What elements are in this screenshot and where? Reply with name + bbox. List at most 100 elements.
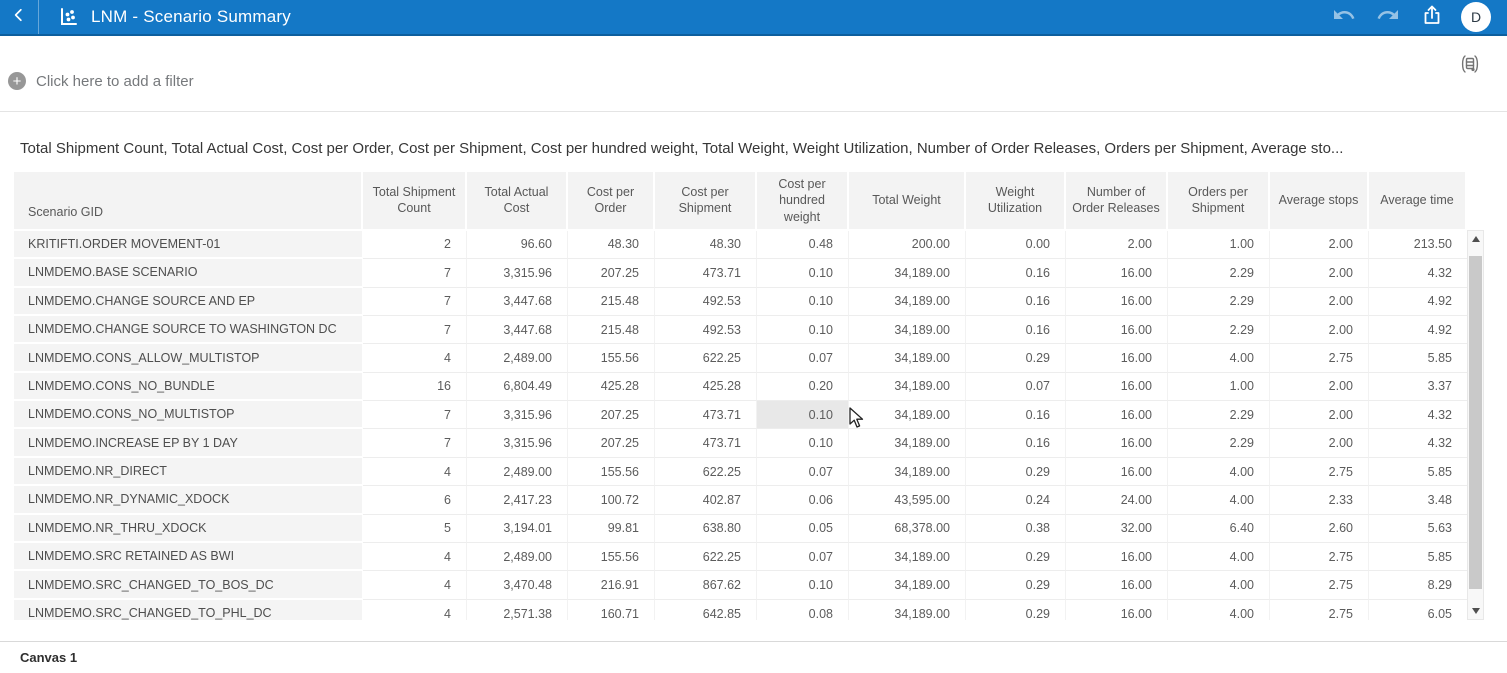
column-header[interactable]: Average time	[1369, 172, 1467, 231]
value-cell[interactable]: 6	[363, 486, 467, 515]
value-cell[interactable]: 0.16	[966, 315, 1066, 345]
value-cell[interactable]: 473.71	[655, 401, 757, 430]
value-cell[interactable]: 0.20	[757, 372, 849, 402]
column-header[interactable]: Scenario GID	[14, 172, 363, 231]
value-cell[interactable]: 473.71	[655, 429, 757, 458]
value-cell[interactable]: 7	[363, 287, 467, 316]
value-cell[interactable]: 867.62	[655, 571, 757, 600]
value-cell[interactable]: 68,378.00	[849, 514, 966, 544]
value-cell[interactable]: 4.32	[1369, 401, 1467, 430]
value-cell[interactable]: 200.00	[849, 230, 966, 260]
value-cell[interactable]: 0.10	[757, 287, 849, 316]
scenario-cell[interactable]: LNMDEMO.CHANGE SOURCE TO WASHINGTON DC	[14, 315, 363, 345]
value-cell[interactable]: 0.16	[966, 429, 1066, 458]
value-cell[interactable]: 4	[363, 457, 467, 487]
value-cell[interactable]: 34,189.00	[849, 457, 966, 487]
share-export-button[interactable]	[1417, 2, 1447, 32]
value-cell[interactable]: 2,571.38	[467, 599, 568, 620]
value-cell[interactable]: 34,189.00	[849, 372, 966, 402]
value-cell[interactable]: 3,470.48	[467, 571, 568, 600]
value-cell[interactable]: 2.75	[1270, 344, 1369, 373]
value-cell[interactable]: 155.56	[568, 543, 655, 572]
value-cell[interactable]: 0.10	[757, 259, 849, 288]
value-cell[interactable]: 16.00	[1066, 372, 1168, 402]
value-cell[interactable]: 16.00	[1066, 259, 1168, 288]
value-cell[interactable]: 2,417.23	[467, 486, 568, 515]
value-cell[interactable]: 215.48	[568, 287, 655, 316]
value-cell[interactable]: 3,315.96	[467, 259, 568, 288]
value-cell[interactable]: 2.33	[1270, 486, 1369, 515]
canvas-tab[interactable]: Canvas 1	[20, 650, 78, 665]
value-cell[interactable]: 4	[363, 599, 467, 620]
value-cell[interactable]: 0.06	[757, 486, 849, 515]
value-cell[interactable]: 2.00	[1270, 230, 1369, 260]
value-cell[interactable]: 16.00	[1066, 287, 1168, 316]
value-cell[interactable]: 34,189.00	[849, 287, 966, 316]
value-cell[interactable]: 16.00	[1066, 344, 1168, 373]
value-cell[interactable]: 0.16	[966, 287, 1066, 316]
value-cell[interactable]: 16.00	[1066, 315, 1168, 345]
scenario-cell[interactable]: LNMDEMO.INCREASE EP BY 1 DAY	[14, 429, 363, 458]
value-cell[interactable]: 16.00	[1066, 571, 1168, 600]
value-cell[interactable]: 207.25	[568, 259, 655, 288]
scenario-cell[interactable]: LNMDEMO.NR_DYNAMIC_XDOCK	[14, 486, 363, 515]
value-cell[interactable]: 2.29	[1168, 315, 1270, 345]
value-cell[interactable]: 0.08	[757, 599, 849, 620]
value-cell[interactable]: 0.07	[757, 457, 849, 487]
value-cell[interactable]: 6,804.49	[467, 372, 568, 402]
value-cell[interactable]: 6.40	[1168, 514, 1270, 544]
back-button[interactable]	[0, 0, 39, 34]
value-cell[interactable]: 0.10	[757, 571, 849, 600]
value-cell[interactable]: 8.29	[1369, 571, 1467, 600]
value-cell[interactable]: 622.25	[655, 457, 757, 487]
vertical-scrollbar[interactable]	[1467, 230, 1484, 620]
value-cell[interactable]: 0.16	[966, 401, 1066, 430]
value-cell[interactable]: 2.60	[1270, 514, 1369, 544]
value-cell[interactable]: 34,189.00	[849, 401, 966, 430]
value-cell[interactable]: 34,189.00	[849, 571, 966, 600]
value-cell[interactable]: 622.25	[655, 344, 757, 373]
value-cell[interactable]: 492.53	[655, 287, 757, 316]
value-cell[interactable]: 2,489.00	[467, 457, 568, 487]
value-cell[interactable]: 16.00	[1066, 429, 1168, 458]
value-cell[interactable]: 216.91	[568, 571, 655, 600]
value-cell[interactable]: 4.00	[1168, 486, 1270, 515]
scenario-cell[interactable]: LNMDEMO.NR_THRU_XDOCK	[14, 514, 363, 544]
value-cell[interactable]: 2.00	[1270, 372, 1369, 402]
value-cell[interactable]: 34,189.00	[849, 344, 966, 373]
value-cell[interactable]: 2.75	[1270, 543, 1369, 572]
value-cell[interactable]: 2,489.00	[467, 543, 568, 572]
value-cell[interactable]: 642.85	[655, 599, 757, 620]
value-cell[interactable]: 5	[363, 514, 467, 544]
value-cell[interactable]: 48.30	[568, 230, 655, 260]
value-cell[interactable]: 2	[363, 230, 467, 260]
value-cell[interactable]: 155.56	[568, 344, 655, 373]
data-panel-button[interactable]	[1457, 53, 1483, 79]
scenario-cell[interactable]: LNMDEMO.SRC RETAINED AS BWI	[14, 543, 363, 572]
value-cell[interactable]: 16.00	[1066, 543, 1168, 572]
value-cell[interactable]: 207.25	[568, 401, 655, 430]
redo-button[interactable]	[1373, 2, 1403, 32]
value-cell[interactable]: 0.48	[757, 230, 849, 260]
value-cell[interactable]: 5.85	[1369, 543, 1467, 572]
value-cell[interactable]: 0.10	[757, 429, 849, 458]
value-cell[interactable]: 207.25	[568, 429, 655, 458]
scenario-cell[interactable]: LNMDEMO.SRC_CHANGED_TO_BOS_DC	[14, 571, 363, 600]
value-cell[interactable]: 4	[363, 543, 467, 572]
scenario-cell[interactable]: LNMDEMO.SRC_CHANGED_TO_PHL_DC	[14, 599, 363, 620]
column-header[interactable]: Total Shipment Count	[363, 172, 467, 231]
value-cell[interactable]: 0.29	[966, 344, 1066, 373]
value-cell[interactable]: 5.63	[1369, 515, 1467, 544]
column-header[interactable]: Orders per Shipment	[1168, 172, 1270, 231]
value-cell[interactable]: 155.56	[568, 457, 655, 487]
value-cell[interactable]: 4.32	[1369, 429, 1467, 458]
value-cell[interactable]: 34,189.00	[849, 259, 966, 288]
value-cell[interactable]: 3,315.96	[467, 401, 568, 430]
value-cell[interactable]: 34,189.00	[849, 315, 966, 345]
value-cell[interactable]: 7	[363, 429, 467, 458]
value-cell[interactable]: 96.60	[467, 230, 568, 260]
value-cell[interactable]: 1.00	[1168, 372, 1270, 402]
value-cell[interactable]: 0.10	[757, 315, 849, 345]
add-filter-button[interactable]: + Click here to add a filter	[8, 72, 194, 90]
value-cell[interactable]: 3,447.68	[467, 287, 568, 316]
